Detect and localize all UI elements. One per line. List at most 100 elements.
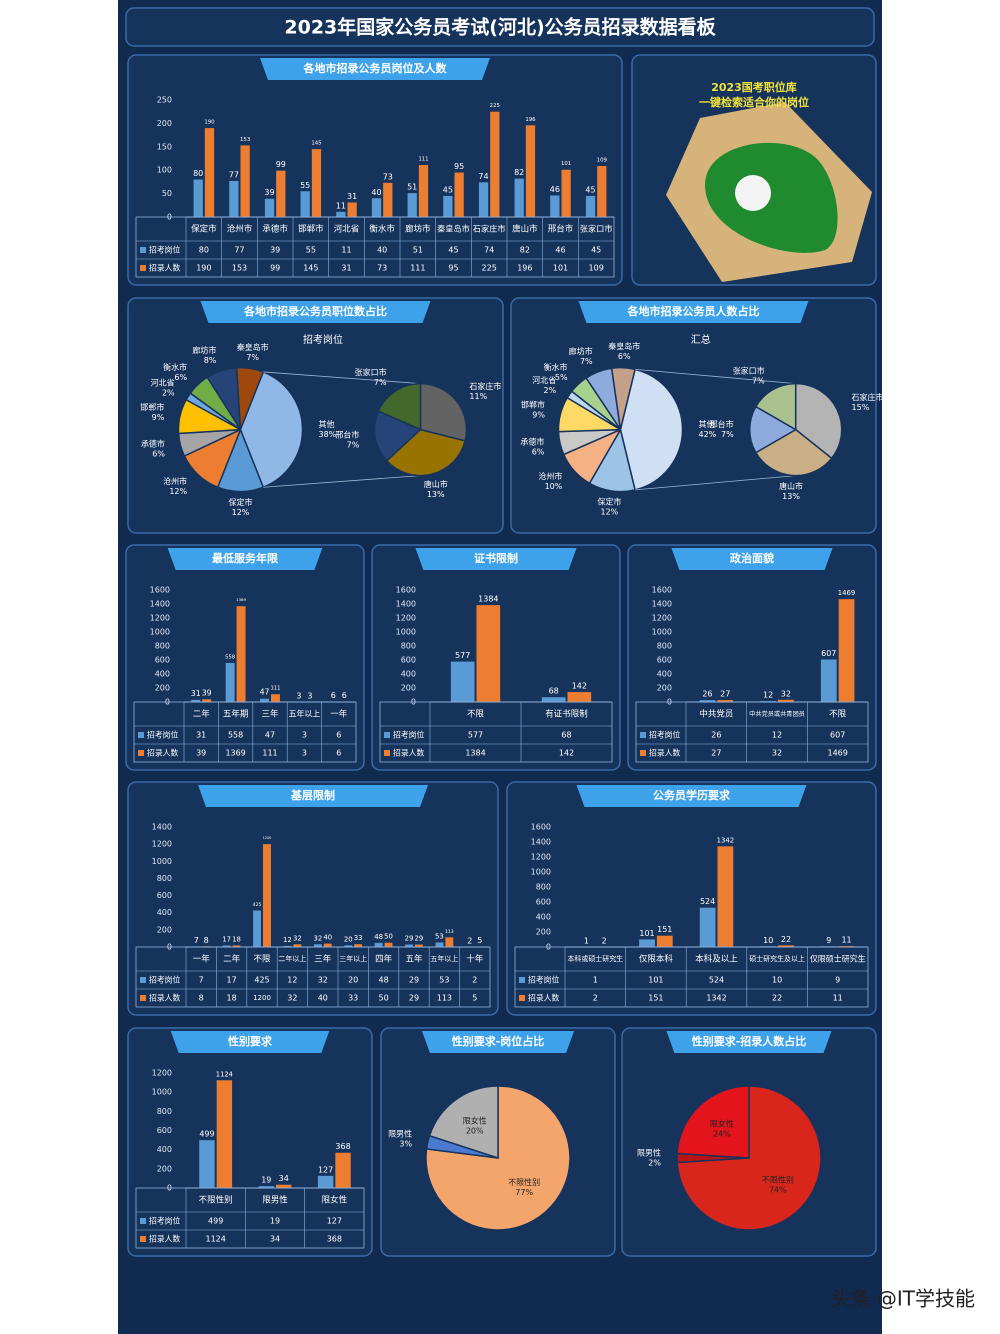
legend-swatch [519, 995, 525, 1001]
table-cell: 196 [517, 264, 532, 273]
y-tick-label: 400 [155, 670, 170, 679]
table-cell: 82 [520, 246, 530, 255]
legend-label: 招录人数 [528, 993, 559, 1003]
y-tick-label: 600 [157, 891, 172, 900]
value-label: 40 [371, 188, 381, 197]
table-cell: 499 [208, 1217, 223, 1226]
value-label: 1124 [216, 1070, 233, 1078]
bar [336, 211, 346, 217]
bar [699, 907, 716, 947]
pie-label: 石家庄市 [852, 392, 884, 402]
pie-label: 邯郸市 [521, 400, 545, 410]
bar [222, 945, 231, 947]
table-cell: 27 [711, 749, 721, 758]
pie-slice [794, 382, 843, 460]
value-label: 68 [549, 687, 559, 696]
table-cell: 40 [377, 246, 387, 255]
bar [258, 1186, 274, 1188]
panel-tab [200, 301, 431, 323]
table-cell: 6 [336, 749, 341, 758]
table [135, 1187, 365, 1249]
panel-title: 政治面貌 [730, 551, 774, 565]
bar [204, 128, 215, 217]
pie-value-label: 6% [532, 447, 545, 456]
pie-value-label: 7% [374, 378, 387, 387]
x-tick-label: 硕士研究生及以上 [749, 954, 805, 963]
panel-title: 性别要求-招录人数占比 [692, 1034, 807, 1048]
table-cell: 48 [379, 976, 389, 985]
pie-slice [754, 382, 797, 431]
x-tick-label: 唐山市 [512, 224, 538, 235]
value-label: 29 [415, 935, 424, 943]
bar [347, 202, 357, 217]
x-tick-label: 不限性别 [199, 1195, 233, 1206]
panel [127, 1027, 373, 1257]
value-label: 18 [232, 935, 241, 943]
pie-label: 保定市 [597, 496, 621, 506]
table-cell: 127 [327, 1217, 342, 1226]
y-tick-label: 600 [157, 1126, 172, 1135]
value-label: 3 [307, 691, 312, 700]
pie-value-label: 13% [782, 492, 800, 501]
value-label: 101 [639, 929, 654, 938]
value-label: 17 [222, 936, 231, 944]
banner-line: 一键检索适合你的岗位 [699, 95, 809, 109]
table-cell: 11 [341, 246, 351, 255]
bar [418, 165, 429, 217]
pie-value-label: 38% [319, 430, 337, 439]
bar [838, 599, 855, 702]
x-tick-label: 邯郸市 [298, 224, 324, 235]
value-label: 46 [550, 185, 560, 194]
pie-label: 衡水市 [163, 362, 187, 372]
watermark: 头条 @IT学技能 [831, 1287, 975, 1311]
panel-title: 各地市招录公务员岗位及人数 [303, 61, 448, 75]
x-tick-label: 三年 [261, 709, 279, 720]
pie-label: 保定市 [229, 497, 253, 507]
table-cell: 225 [482, 264, 497, 273]
table-cell: 11 [833, 994, 843, 1003]
value-label: 50 [384, 933, 393, 941]
y-tick-label: 400 [401, 670, 416, 679]
pie-value-label: 20% [466, 1126, 484, 1135]
bar [374, 942, 383, 947]
pie-value-label: 6% [618, 352, 631, 361]
value-label: 145 [311, 141, 321, 147]
value-label: 12 [283, 936, 292, 944]
table-cell: 50 [379, 994, 389, 1003]
y-tick-label: 1000 [531, 868, 551, 877]
table-cell: 18 [227, 994, 237, 1003]
bar [454, 172, 464, 217]
value-label: 9 [826, 936, 831, 945]
y-tick-label: 1400 [150, 600, 170, 609]
bar [191, 699, 201, 702]
x-tick-label: 本科及以上 [695, 954, 738, 965]
x-tick-label: 邢台市 [548, 224, 574, 235]
value-label: 32 [313, 934, 322, 942]
pie-label: 邯郸市 [140, 402, 164, 412]
bar [407, 193, 417, 217]
value-label: 1469 [838, 589, 856, 597]
table-cell: 6 [336, 731, 341, 740]
value-label: 153 [240, 137, 250, 143]
pie-label: 张家口市 [355, 367, 387, 377]
table-cell: 34 [270, 1235, 280, 1244]
pie-value-label: 9% [532, 411, 545, 420]
table-cell: 109 [589, 264, 604, 273]
value-label: 1369 [236, 597, 246, 602]
table-cell: 524 [709, 976, 724, 985]
value-label: 99 [276, 160, 286, 169]
pie-value-label: 7% [752, 376, 765, 385]
value-label: 3 [296, 691, 301, 700]
table-cell: 113 [437, 994, 452, 1003]
bar [514, 178, 524, 217]
pie-value-label: 12% [601, 507, 619, 516]
y-tick-label: 250 [157, 96, 172, 105]
table-cell: 9 [835, 976, 840, 985]
bar [561, 169, 571, 217]
pie-value-label: 8% [204, 356, 217, 365]
value-label: 10 [763, 936, 773, 945]
value-label: 73 [383, 172, 393, 181]
pie-value-label: 7% [246, 353, 259, 362]
table [635, 701, 869, 763]
